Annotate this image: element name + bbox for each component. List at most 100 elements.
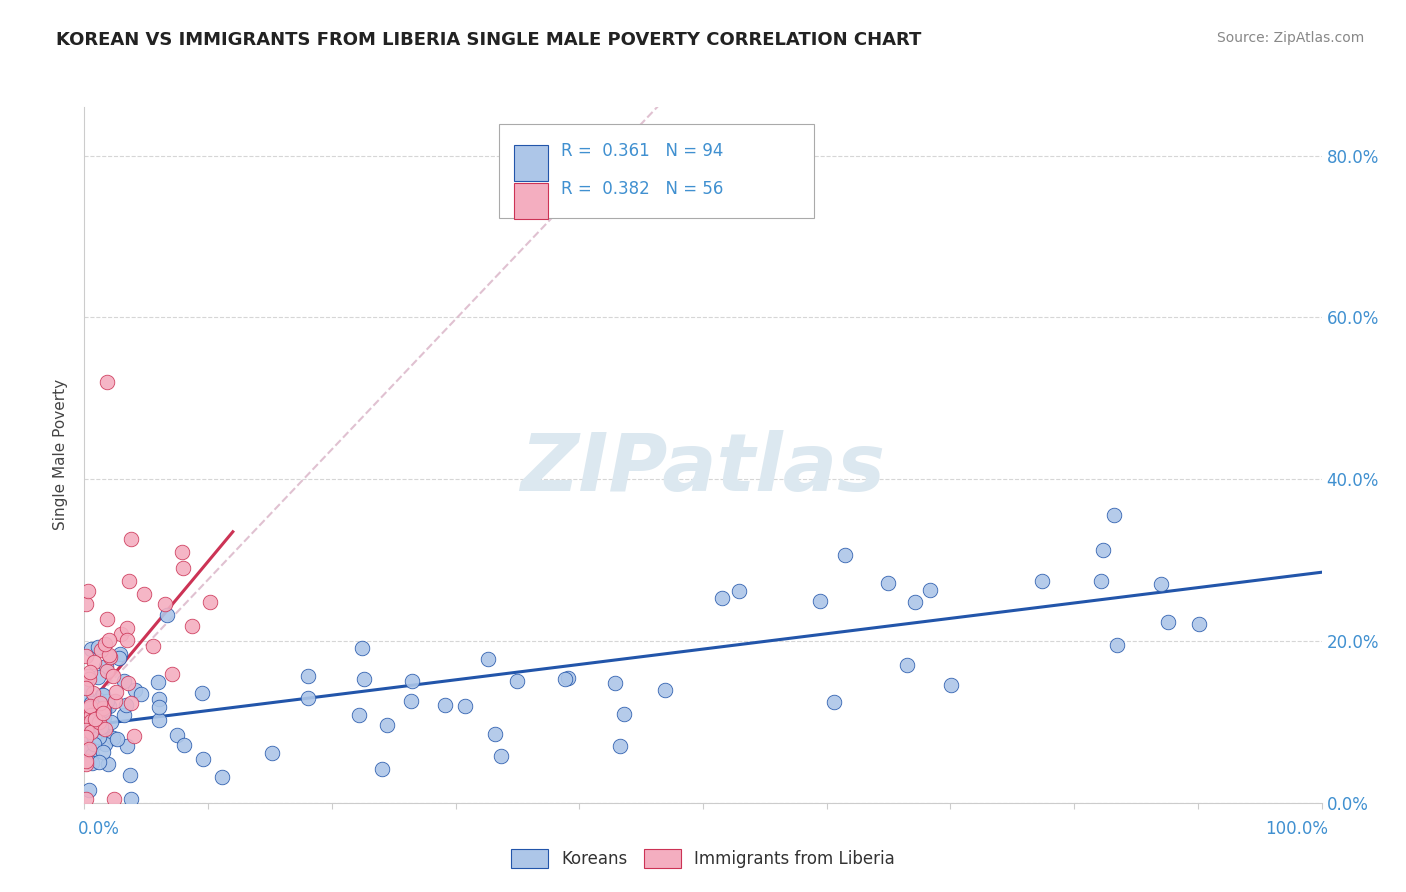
Point xyxy=(1150,576,1173,591)
Point xyxy=(80,707,103,722)
Point xyxy=(1157,615,1180,630)
Point xyxy=(76,689,98,703)
Point xyxy=(505,673,527,688)
Point xyxy=(117,739,139,753)
Point xyxy=(104,685,127,699)
Point xyxy=(107,732,129,747)
Point xyxy=(75,754,97,768)
FancyBboxPatch shape xyxy=(499,124,814,219)
Point xyxy=(79,665,101,679)
Point xyxy=(166,728,188,742)
Point xyxy=(120,791,142,805)
Point xyxy=(117,675,139,690)
Point xyxy=(352,641,374,656)
Point xyxy=(823,695,845,709)
Point xyxy=(557,671,579,685)
Point xyxy=(401,674,423,689)
Point xyxy=(918,582,941,597)
Point xyxy=(91,706,114,720)
Point xyxy=(297,669,319,683)
Point xyxy=(170,545,193,559)
Point xyxy=(101,731,124,745)
Point xyxy=(79,697,101,711)
Text: 0.0%: 0.0% xyxy=(79,821,120,838)
Point xyxy=(1105,638,1128,652)
Point xyxy=(711,591,734,605)
Point xyxy=(1092,542,1115,557)
Point xyxy=(484,727,506,741)
Point xyxy=(191,752,214,766)
Point xyxy=(89,692,111,706)
Point xyxy=(554,672,576,686)
Point xyxy=(89,696,111,710)
Point xyxy=(260,746,283,760)
Point xyxy=(103,669,125,683)
Point xyxy=(353,672,375,686)
Point xyxy=(148,713,170,727)
Point xyxy=(97,632,120,647)
Text: R =  0.382   N = 56: R = 0.382 N = 56 xyxy=(561,180,723,198)
Point xyxy=(96,612,118,626)
Point xyxy=(110,627,132,641)
Text: 100.0%: 100.0% xyxy=(1265,821,1327,838)
Point xyxy=(98,648,121,662)
Point xyxy=(728,583,751,598)
Point xyxy=(103,791,125,805)
Point xyxy=(347,708,370,723)
Point xyxy=(77,741,100,756)
Point xyxy=(124,730,146,744)
Point xyxy=(96,664,118,678)
Point xyxy=(93,688,115,702)
Point xyxy=(91,688,114,702)
Point xyxy=(83,737,105,751)
Point xyxy=(200,595,222,609)
Point xyxy=(87,704,110,718)
Point xyxy=(80,747,103,762)
Point xyxy=(603,676,626,690)
Point xyxy=(107,651,129,665)
Point xyxy=(904,594,927,608)
Point xyxy=(75,597,97,611)
Point xyxy=(613,707,636,722)
Point xyxy=(153,597,176,611)
Point xyxy=(609,739,631,754)
Point xyxy=(79,701,101,715)
Point xyxy=(83,731,105,745)
Legend: Koreans, Immigrants from Liberia: Koreans, Immigrants from Liberia xyxy=(505,842,901,874)
Point xyxy=(87,730,110,744)
Point xyxy=(211,770,233,784)
Point xyxy=(87,640,110,654)
Point xyxy=(1090,574,1112,589)
Text: ZIPatlas: ZIPatlas xyxy=(520,430,886,508)
Point xyxy=(173,738,195,752)
Point xyxy=(834,548,856,562)
Point xyxy=(96,375,118,389)
Point xyxy=(941,678,963,692)
Point xyxy=(90,720,112,734)
Point xyxy=(75,680,97,694)
Point xyxy=(399,694,422,708)
Point xyxy=(76,745,98,759)
Point xyxy=(120,696,142,710)
Point xyxy=(148,692,170,706)
Point xyxy=(84,709,107,723)
Text: KOREAN VS IMMIGRANTS FROM LIBERIA SINGLE MALE POVERTY CORRELATION CHART: KOREAN VS IMMIGRANTS FROM LIBERIA SINGLE… xyxy=(56,31,921,49)
Point xyxy=(75,731,97,745)
Point xyxy=(371,762,394,776)
Point xyxy=(375,718,398,732)
Y-axis label: Single Male Poverty: Single Male Poverty xyxy=(53,379,69,531)
Point xyxy=(82,756,104,771)
Point xyxy=(120,532,142,546)
Point xyxy=(77,584,100,599)
Point xyxy=(172,560,194,574)
Point xyxy=(97,757,120,772)
Point xyxy=(297,690,319,705)
Point xyxy=(96,694,118,708)
Point xyxy=(97,699,120,714)
Point xyxy=(79,699,101,714)
Point xyxy=(454,699,477,714)
Point xyxy=(94,737,117,751)
Point xyxy=(104,694,127,708)
Point xyxy=(181,619,204,633)
Point xyxy=(1102,508,1125,523)
